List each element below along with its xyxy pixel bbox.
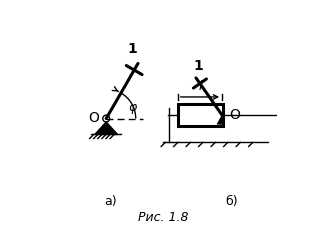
Text: φ: φ [128,101,137,113]
Text: Рис. 1.8: Рис. 1.8 [138,210,188,223]
Polygon shape [217,116,224,125]
Bar [178,104,223,127]
Text: 1: 1 [193,59,203,73]
Text: l: l [198,80,202,93]
Text: б): б) [225,194,237,207]
Text: O: O [88,111,99,125]
Polygon shape [95,123,118,135]
Text: а): а) [104,194,117,207]
Text: 1: 1 [127,42,137,56]
Text: O: O [229,108,240,121]
